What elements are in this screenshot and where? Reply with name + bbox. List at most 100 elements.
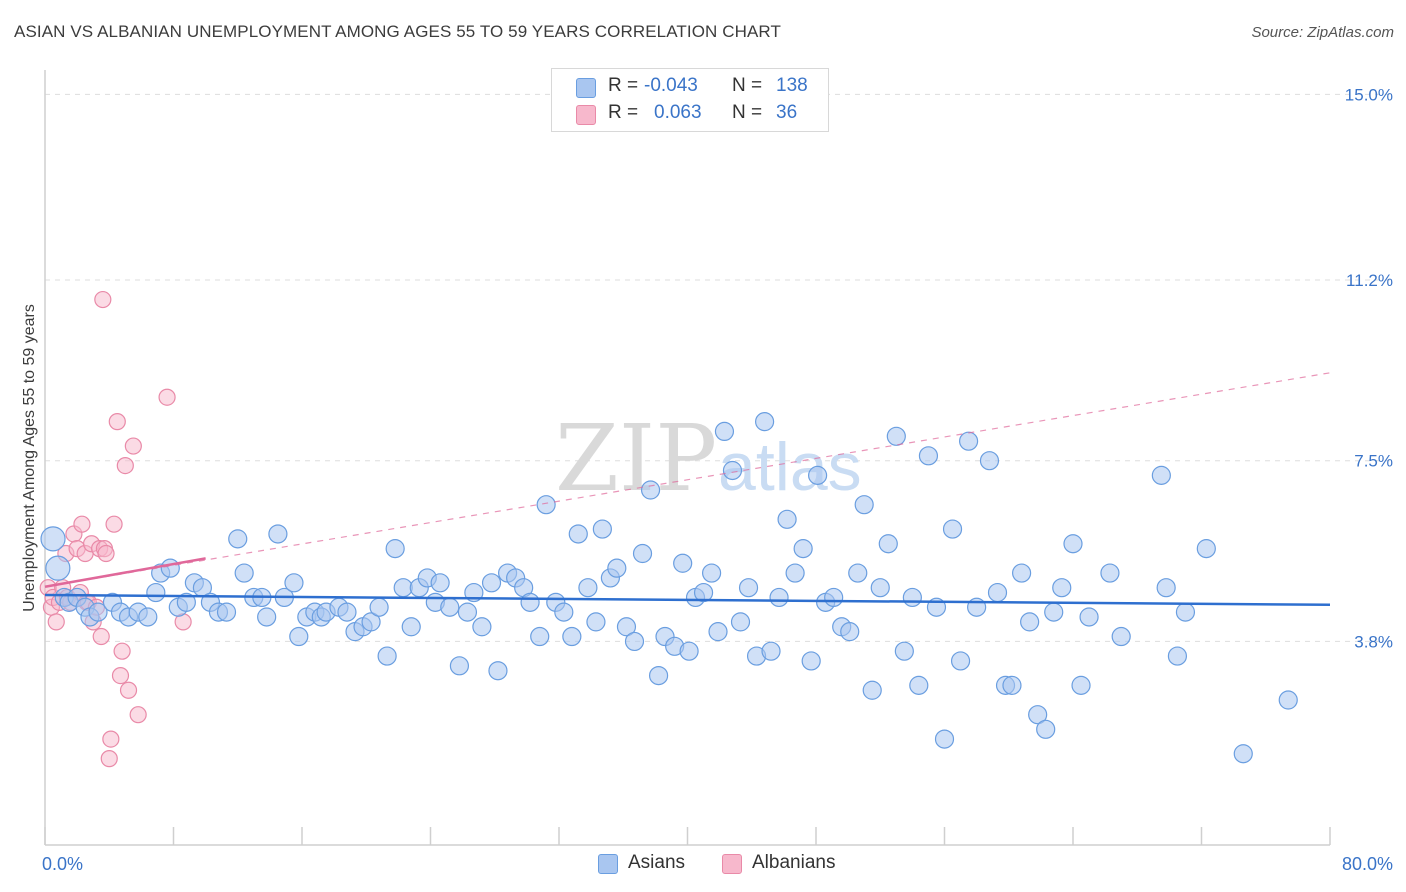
asian-point: [1002, 675, 1022, 695]
trend-lines: [44, 372, 1331, 607]
asian-point: [777, 509, 797, 529]
asian-point: [648, 665, 669, 686]
asian-point: [401, 617, 421, 637]
asian-point: [88, 602, 108, 622]
asian-point: [769, 587, 789, 608]
asian-point: [918, 446, 939, 466]
asian-point: [754, 412, 775, 432]
asian-point: [449, 656, 470, 676]
asian-point: [369, 597, 389, 617]
albanian-point: [124, 437, 142, 455]
asian-point: [228, 529, 248, 549]
bottom-asians-label: Asians: [628, 852, 686, 873]
asian-point: [878, 534, 898, 554]
y-tick-label: 7.5%: [1354, 452, 1393, 471]
albanian-point: [105, 515, 123, 533]
asian-point: [1079, 607, 1099, 627]
asian-point: [761, 641, 781, 661]
asian-point: [1020, 612, 1040, 632]
asian-point: [481, 573, 502, 593]
asian-point: [987, 582, 1008, 603]
asian-point: [440, 597, 460, 617]
albanians-swatch: [576, 105, 596, 125]
albanians-r-value: 0.063: [654, 102, 702, 123]
bottom-asians-swatch: [598, 854, 618, 874]
chart-title: ASIAN VS ALBANIAN UNEMPLOYMENT AMONG AGE…: [14, 22, 781, 41]
asian-point: [958, 431, 979, 451]
asian-point: [714, 421, 735, 442]
asian-point: [1196, 539, 1216, 559]
asian-point: [1278, 690, 1298, 710]
asian-point: [673, 553, 693, 573]
tick-labels: 3.8% 7.5% 11.2% 15.0% 0.0% 80.0%: [42, 85, 1393, 874]
asian-point: [337, 602, 357, 622]
y-tick-label: 3.8%: [1354, 632, 1393, 651]
albanian-point: [97, 544, 115, 563]
y-tick-label: 15.0%: [1345, 85, 1393, 104]
x-tick-label: 80.0%: [1342, 854, 1393, 874]
asian-point: [385, 539, 405, 559]
asian-point: [708, 622, 728, 642]
albanian-trend-line: [44, 557, 206, 588]
asian-point: [1175, 602, 1196, 622]
asian-point: [902, 587, 922, 608]
asian-point: [1071, 675, 1091, 695]
asian-point: [870, 578, 890, 598]
source-credit: Source: ZipAtlas.com: [1251, 24, 1394, 41]
asian-point: [1011, 563, 1032, 583]
asian-point: [1100, 563, 1120, 583]
asian-point: [592, 519, 612, 539]
asian-point: [979, 451, 1000, 471]
albanian-point: [111, 666, 130, 685]
asian-point: [640, 480, 661, 500]
asian-point: [160, 558, 180, 578]
asian-point: [377, 646, 397, 666]
asian-point: [284, 573, 304, 593]
asian-point: [801, 651, 821, 671]
asian-point: [840, 622, 860, 642]
bottom-albanians-label: Albanians: [752, 852, 836, 873]
albanian-point: [116, 456, 134, 475]
albanian-point: [73, 515, 91, 533]
asian-point: [848, 563, 868, 583]
asian-point: [1028, 705, 1048, 725]
asian-point: [1156, 578, 1176, 598]
asian-point: [578, 578, 598, 598]
asian-point: [146, 582, 166, 603]
albanian-point: [94, 290, 112, 309]
albanian-point: [113, 642, 131, 660]
albanian-points: [39, 290, 192, 768]
y-tick-label: 11.2%: [1346, 271, 1393, 290]
asian-point: [824, 587, 844, 608]
asian-point: [909, 675, 929, 695]
asian-point: [616, 617, 637, 637]
albanian-point: [100, 750, 118, 768]
asian-trend-line: [44, 593, 1331, 607]
asian-point: [1233, 744, 1253, 764]
albanians-n-value: 36: [776, 102, 798, 123]
asian-point: [808, 465, 828, 485]
asian-point: [942, 519, 963, 539]
asian-point: [45, 555, 71, 581]
asian-point: [693, 582, 714, 603]
asian-point: [886, 426, 906, 446]
asian-point: [234, 563, 254, 583]
asian-point: [268, 524, 288, 544]
asian-point: [361, 612, 381, 632]
asian-point: [1063, 534, 1083, 554]
asian-point: [632, 543, 653, 564]
asian-point: [530, 626, 550, 647]
asian-point: [730, 612, 751, 632]
asian-point: [568, 524, 588, 544]
asians-r-label: R =: [608, 75, 639, 96]
asian-point: [624, 631, 645, 652]
albanian-trend-extended: [44, 372, 1331, 588]
albanian-point: [119, 681, 138, 699]
asian-point: [457, 602, 478, 622]
watermark: ZIP atlas: [555, 405, 862, 512]
albanians-r-label: R =: [608, 102, 639, 123]
asian-point: [216, 602, 237, 622]
asian-point: [289, 626, 309, 647]
asian-point: [554, 602, 574, 622]
